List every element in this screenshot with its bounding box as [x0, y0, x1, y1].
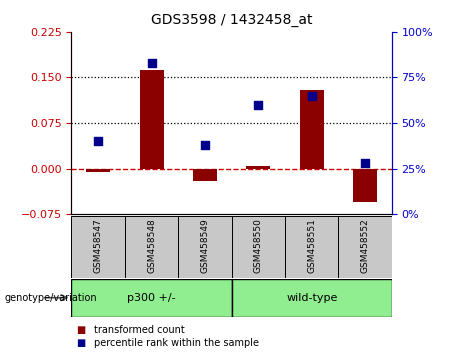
Bar — [300, 90, 324, 169]
Bar — [71, 216, 125, 278]
Text: GSM458548: GSM458548 — [147, 218, 156, 273]
Text: ■: ■ — [76, 325, 85, 335]
Text: GSM458552: GSM458552 — [361, 218, 370, 273]
Bar — [285, 216, 338, 278]
Text: GSM458547: GSM458547 — [94, 218, 103, 273]
Bar — [86, 169, 110, 172]
Point — [361, 160, 369, 166]
Text: percentile rank within the sample: percentile rank within the sample — [94, 338, 259, 348]
Bar — [71, 279, 231, 317]
Point — [201, 142, 209, 148]
Text: p300 +/-: p300 +/- — [127, 293, 176, 303]
Bar — [193, 169, 217, 181]
Bar — [125, 216, 178, 278]
Title: GDS3598 / 1432458_at: GDS3598 / 1432458_at — [151, 13, 313, 27]
Bar — [353, 169, 377, 202]
Point — [254, 102, 262, 108]
Text: GSM458550: GSM458550 — [254, 218, 263, 273]
Bar — [140, 70, 164, 169]
Text: ■: ■ — [76, 338, 85, 348]
Bar — [231, 216, 285, 278]
Point — [148, 60, 155, 66]
Text: GSM458551: GSM458551 — [307, 218, 316, 273]
Bar — [231, 279, 392, 317]
Bar — [338, 216, 392, 278]
Point — [308, 93, 315, 98]
Text: wild-type: wild-type — [286, 293, 337, 303]
Point — [95, 138, 102, 144]
Bar — [178, 216, 231, 278]
Bar — [246, 166, 270, 169]
Text: transformed count: transformed count — [94, 325, 184, 335]
Text: genotype/variation: genotype/variation — [5, 293, 97, 303]
Text: GSM458549: GSM458549 — [201, 218, 209, 273]
